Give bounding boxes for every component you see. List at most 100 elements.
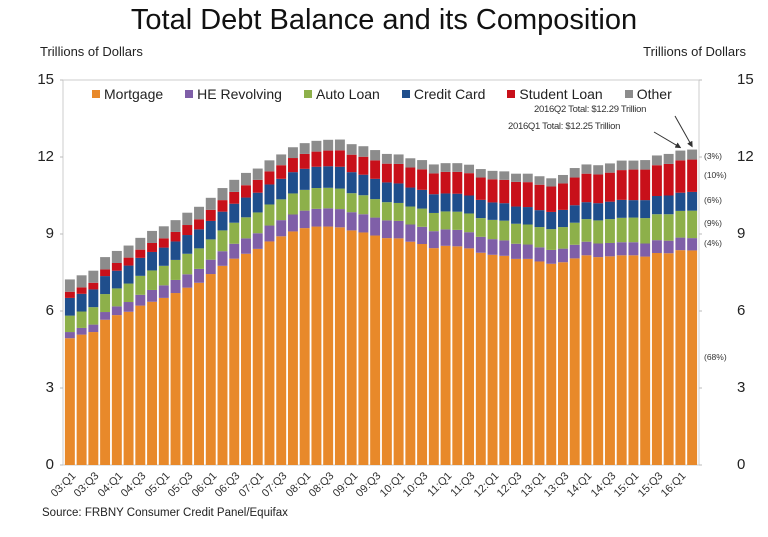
bar-segment-credit-card-15-q1 [628,200,639,218]
bar-segment-student-loan-11-q2 [452,171,463,194]
legend-label: HE Revolving [197,86,282,102]
bar-segment-credit-card-07-q3 [276,178,287,200]
bar-segment-he-revolving-11-q2 [452,229,463,247]
bar-segment-student-loan-14-q4 [616,170,627,200]
bar-segment-student-loan-13-q3 [558,183,568,210]
bar-segment-student-loan-10-q4 [428,173,439,195]
bar-segment-other-12-q2 [499,171,510,180]
bar-segment-mortgage-03-q1 [64,338,75,465]
y-tick-right: 15 [737,71,754,88]
bar-segment-credit-card-14-q2 [593,203,604,221]
bar-segment-mortgage-14-q4 [616,255,627,465]
bar-segment-credit-card-08-q1 [299,168,310,190]
bar-segment-auto-loan-03-q1 [64,315,75,333]
bar-segment-he-revolving-06-q4 [241,238,251,254]
bar-segment-credit-card-07-q2 [264,184,275,205]
bar-segment-credit-card-06-q3 [229,203,240,223]
bar-segment-other-05-q1 [158,226,169,239]
bar-segment-auto-loan-15-q3 [651,214,662,241]
bar-segment-auto-loan-03-q2 [76,311,87,328]
bar-segment-student-loan-11-q3 [464,173,475,196]
annotation-2016q2: 2016Q2 Total: $12.29 Trillion [534,104,647,115]
bar-segment-student-loan-08-q2 [311,151,322,167]
bar-segment-he-revolving-03-q2 [76,327,87,335]
bar-segment-other-08-q4 [334,139,345,151]
bar-segment-student-loan-03-q3 [88,282,99,290]
bar-segment-auto-loan-06-q4 [241,217,251,239]
bar-segment-student-loan-16-q2 [687,159,698,192]
bar-segment-other-10-q2 [405,158,416,168]
bar-segment-auto-loan-11-q1 [440,211,451,230]
bar-segment-mortgage-10-q2 [405,241,416,465]
bar-segment-student-loan-13-q2 [546,186,557,212]
bar-segment-he-revolving-12-q4 [522,244,533,259]
y-tick-right: 12 [737,148,754,165]
bar-segment-student-loan-08-q3 [323,150,334,167]
bar-segment-he-revolving-14-q2 [593,243,604,258]
bar-segment-credit-card-12-q3 [511,206,521,224]
bar-segment-other-10-q1 [393,154,404,164]
bar-segment-student-loan-15-q3 [651,165,662,197]
bar-segment-credit-card-05-q3 [182,235,193,254]
bar-segment-mortgage-15-q3 [651,252,662,465]
y-tick-right: 6 [737,302,746,319]
bar-segment-he-revolving-14-q1 [581,241,592,256]
bar-segment-he-revolving-07-q4 [287,214,298,232]
bar-segment-mortgage-12-q2 [499,255,510,465]
bar-segment-auto-loan-09-q2 [358,195,369,215]
bar-segment-mortgage-04-q1 [111,315,122,465]
bar-segment-auto-loan-12-q1 [487,219,498,240]
legend: Mortgage HE Revolving Auto Loan Credit Card… [92,86,694,102]
bar-segment-credit-card-04-q4 [147,251,158,271]
bar-segment-other-07-q4 [287,147,298,159]
bar-segment-mortgage-05-q1 [158,297,169,465]
bar-segment-student-loan-05-q2 [170,231,181,242]
bar-segment-mortgage-07-q4 [287,231,298,465]
bar-segment-other-03-q1 [64,279,75,292]
y-axis-label-left: Trillions of Dollars [40,44,143,59]
bar-segment-auto-loan-15-q2 [640,218,651,244]
plot-area-frame [62,79,700,466]
y-tick-right: 9 [737,225,746,242]
y-tick-left: 3 [45,379,54,396]
bar-segment-other-04-q1 [111,250,122,263]
bar-segment-auto-loan-08-q3 [323,187,334,209]
bar-segment-other-11-q2 [452,163,463,172]
bar-segment-auto-loan-10-q4 [428,212,439,232]
bar-segment-other-14-q2 [593,165,604,175]
bar-segment-student-loan-06-q1 [205,209,216,221]
bar-segment-student-loan-14-q2 [593,174,604,204]
annotation-2016q1: 2016Q1 Total: $12.25 Trillion [508,121,621,132]
bar-segment-mortgage-14-q3 [604,256,615,465]
bar-segment-credit-card-10-q3 [417,189,428,209]
bar-segment-mortgage-08-q1 [299,228,310,465]
bar-segment-student-loan-12-q2 [499,179,510,204]
bar-segment-he-revolving-07-q2 [264,225,275,242]
bar-segment-he-revolving-10-q4 [428,231,439,249]
bar-segment-other-10-q4 [428,164,439,174]
bar-segment-student-loan-03-q4 [100,269,111,277]
bar-segment-student-loan-09-q2 [358,156,369,175]
bar-segment-other-13-q4 [569,168,580,178]
bar-segment-mortgage-05-q3 [182,287,193,465]
bar-segment-he-revolving-08-q4 [334,209,345,228]
legend-label: Mortgage [104,86,164,102]
bar-segment-mortgage-14-q2 [593,257,604,465]
bar-segment-auto-loan-10-q3 [417,208,428,227]
bar-segment-credit-card-13-q4 [569,205,580,223]
legend-label: Credit Card [413,86,486,102]
bar-segment-auto-loan-09-q1 [346,193,357,213]
bar-segment-other-07-q3 [276,154,287,166]
bar-segment-student-loan-08-q4 [334,150,345,167]
composition-label-mortgage: (68%) [704,351,727,362]
bar-segment-he-revolving-06-q3 [229,243,240,259]
bar-segment-student-loan-10-q3 [417,169,428,190]
bar-segment-other-13-q3 [558,174,568,184]
bar-segment-auto-loan-15-q4 [663,214,674,241]
bar-segment-mortgage-11-q3 [464,248,475,465]
bar-segment-credit-card-11-q2 [452,193,463,212]
legend-swatch [185,90,194,98]
y-axis-label-right: Trillions of Dollars [643,44,746,59]
bar-segment-student-loan-06-q4 [241,185,251,198]
